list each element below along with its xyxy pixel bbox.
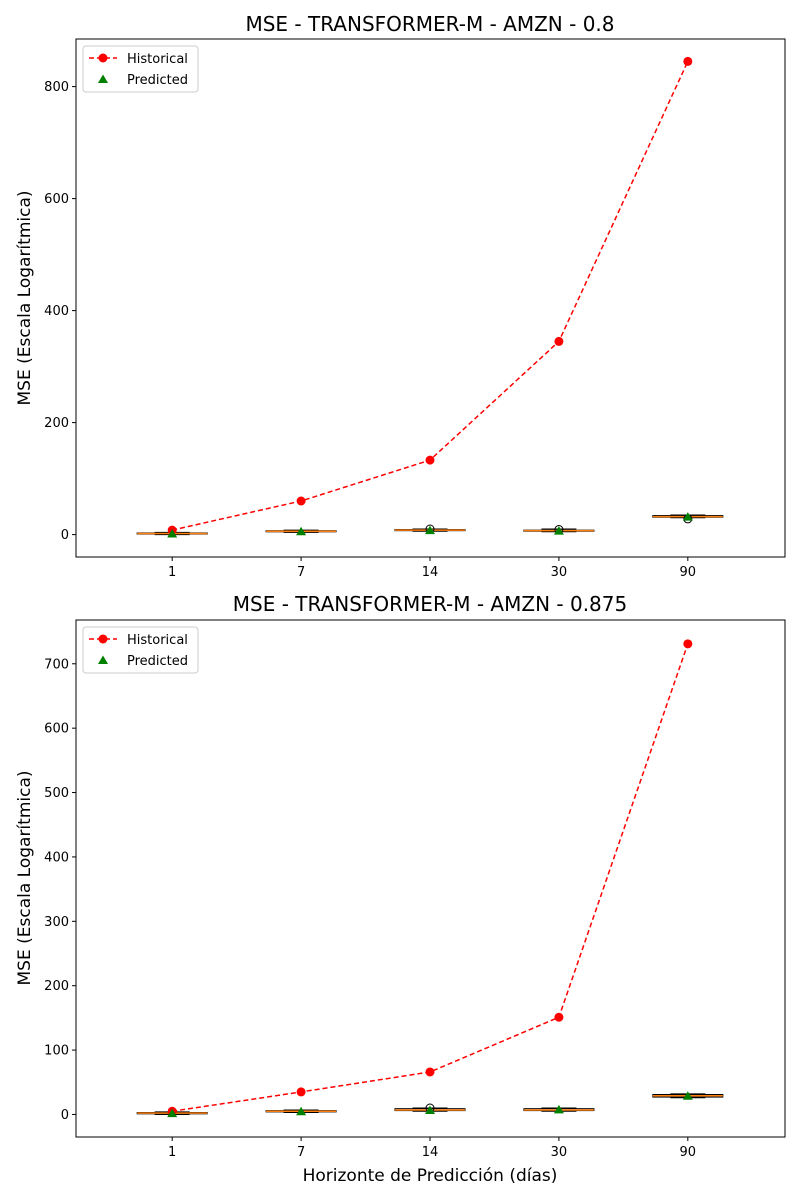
y-tick-label: 200: [44, 416, 69, 431]
chart-title: MSE - TRANSFORMER-M - AMZN - 0.8: [245, 12, 614, 36]
historical-point: [296, 496, 306, 506]
chart-bottom: MSE - TRANSFORMER-M - AMZN - 0.875 MSE (…: [15, 592, 786, 1186]
x-tick-label: 30: [551, 1145, 568, 1160]
y-tick-label: 300: [44, 915, 69, 930]
historical-point: [296, 1087, 306, 1097]
predicted-point: [167, 1108, 178, 1118]
predicted-point: [425, 1105, 435, 1114]
y-tick-label: 400: [44, 304, 69, 319]
plot-frame: [75, 619, 786, 1138]
x-tick-label: 14: [422, 1145, 439, 1160]
predicted-point: [425, 525, 435, 535]
historical-point: [425, 1067, 435, 1077]
chart-top: MSE - TRANSFORMER-M - AMZN - 0.8 MSE (Es…: [15, 12, 786, 580]
predicted-point: [296, 526, 307, 536]
y-tick-label: 100: [44, 1044, 69, 1059]
legend-historical-label: Historical: [127, 52, 188, 67]
y-tick-label: 800: [44, 80, 69, 95]
x-tick-label: 14: [422, 565, 439, 580]
legend-box: [82, 626, 199, 674]
legend-predicted-marker: [98, 74, 108, 83]
y-tick-label: 700: [44, 657, 69, 672]
historical-point: [554, 336, 564, 346]
plot-marks: 0 200 400 600 800 1 7 14 30 90: [44, 56, 724, 580]
y-tick-label: 600: [44, 722, 69, 737]
predicted-point: [682, 512, 693, 521]
predicted-point: [553, 1104, 564, 1114]
y-tick-label: 600: [44, 192, 69, 207]
x-tick-label: 7: [297, 1145, 305, 1160]
legend-historical-marker: [98, 634, 108, 644]
historical-point: [683, 639, 693, 649]
legend: Historical Predicted: [82, 45, 199, 93]
legend-historical-label: Historical: [127, 633, 188, 648]
legend-predicted-label: Predicted: [127, 73, 188, 88]
x-tick-label: 7: [297, 565, 305, 580]
y-tick-label: 200: [44, 979, 69, 994]
x-tick-label: 1: [168, 1145, 176, 1160]
predicted-point: [296, 1106, 307, 1116]
y-tick-label: 0: [61, 528, 69, 543]
y-tick-label: 400: [44, 850, 69, 865]
legend-historical-marker: [98, 53, 108, 63]
x-axis-label: Horizonte de Predicción (días): [303, 1166, 558, 1186]
predicted-point: [553, 526, 564, 535]
historical-point: [425, 455, 435, 465]
plot-marks: 0 100 200 300 400 500 600 700 1 7 14 30 90: [44, 639, 724, 1160]
y-axis-label: MSE (Escala Logarítmica): [15, 191, 35, 406]
legend-predicted-label: Predicted: [127, 654, 188, 669]
y-tick-label: 0: [61, 1108, 69, 1123]
historical-line: [172, 643, 689, 1112]
legend-box: [82, 45, 199, 93]
chart-title: MSE - TRANSFORMER-M - AMZN - 0.875: [233, 592, 627, 616]
legend-predicted-marker: [98, 655, 108, 664]
predicted-point: [682, 1091, 693, 1100]
historical-point: [554, 1012, 564, 1022]
x-tick-label: 90: [680, 1145, 697, 1160]
y-axis-label: MSE (Escala Logarítmica): [15, 771, 35, 986]
predicted-point: [167, 528, 178, 538]
x-tick-label: 90: [680, 565, 697, 580]
x-tick-label: 30: [551, 565, 568, 580]
legend: Historical Predicted: [82, 626, 199, 674]
x-tick-label: 1: [168, 565, 176, 580]
plot-frame: [75, 38, 786, 558]
historical-point: [683, 56, 693, 66]
y-tick-label: 500: [44, 786, 69, 801]
